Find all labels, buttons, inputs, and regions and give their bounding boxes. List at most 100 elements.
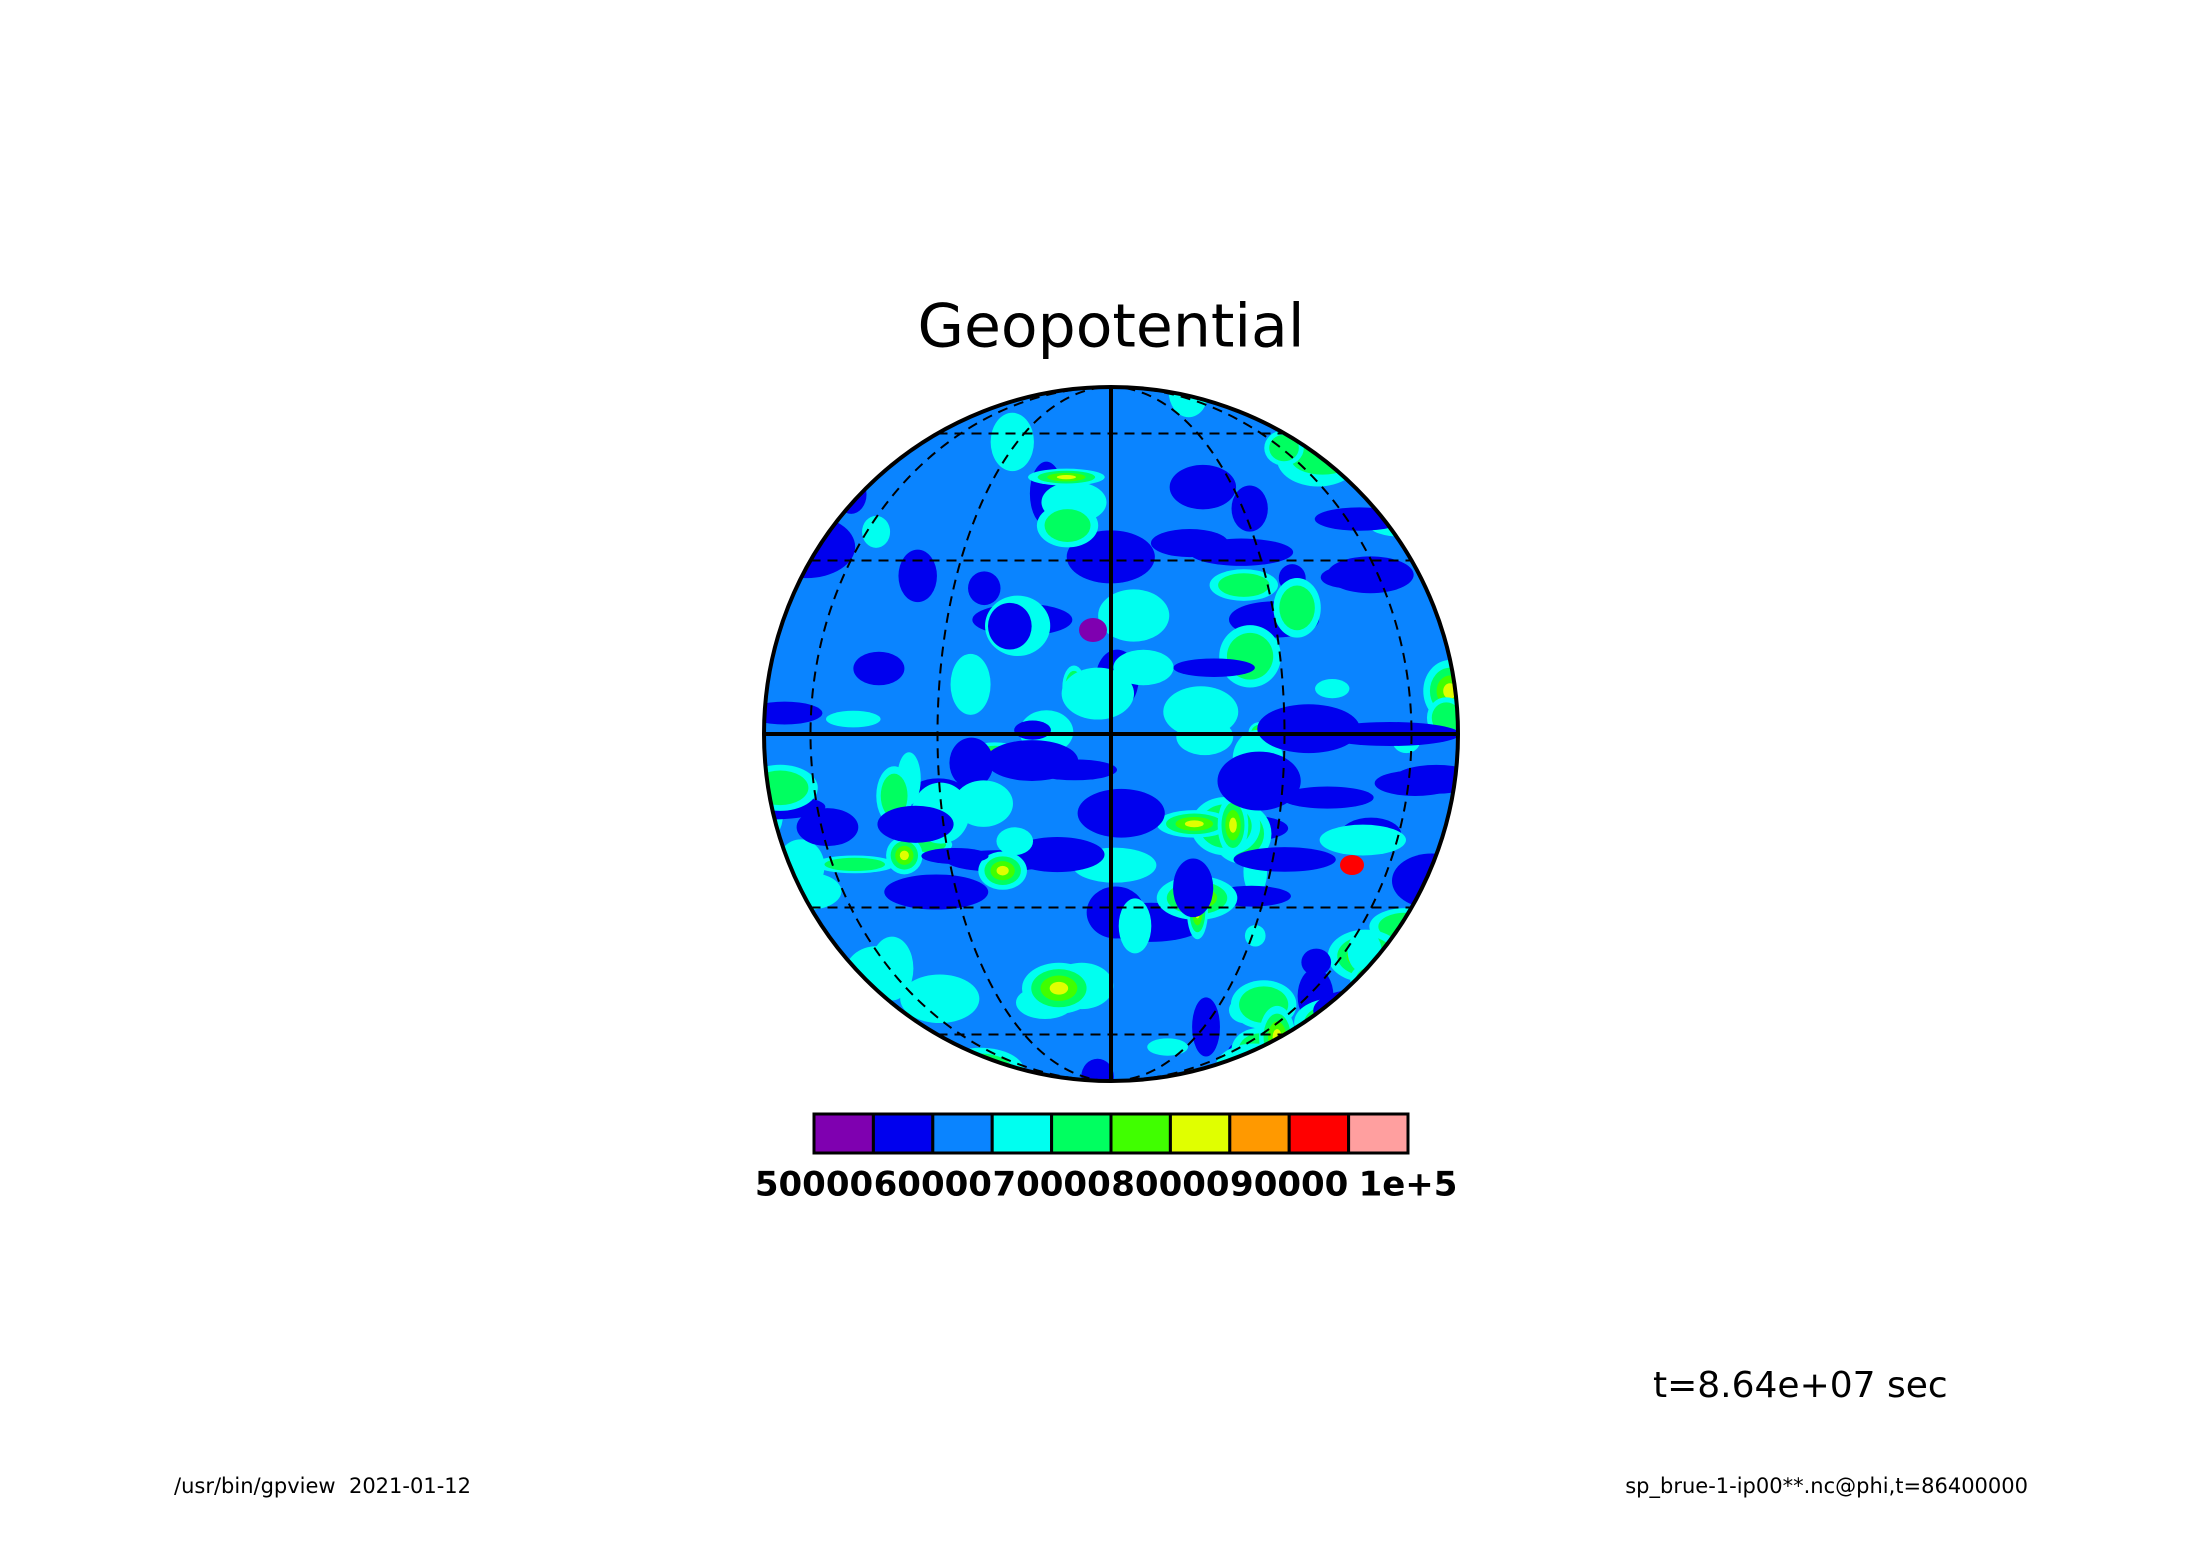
field-blob	[1356, 966, 1392, 992]
field-blob	[853, 651, 905, 686]
field-blob	[1032, 759, 1117, 781]
field-blob	[764, 770, 809, 806]
field-blob	[764, 387, 799, 402]
field-blob	[951, 1066, 981, 1081]
field-blob	[1049, 981, 1069, 995]
colorbar-tick-label: 80000	[1111, 1165, 1229, 1205]
field-blob	[1218, 573, 1270, 597]
field-blob	[1113, 649, 1174, 686]
field-blob	[1281, 786, 1374, 809]
field-blob	[1077, 788, 1165, 838]
colorbar-box	[1168, 1112, 1232, 1155]
field-blob	[1269, 434, 1299, 462]
colorbar-box	[812, 1112, 875, 1155]
field-blob	[1173, 658, 1255, 677]
field-blob	[950, 653, 991, 715]
field-blob	[764, 1012, 784, 1040]
field-blob	[1229, 817, 1237, 833]
field-blob	[1374, 1028, 1400, 1057]
field-blob	[1361, 1015, 1413, 1071]
colorbar-tick-label: 70000	[992, 1165, 1110, 1205]
colorbar-box	[990, 1112, 1054, 1155]
field-blob	[796, 808, 859, 847]
field-blob	[1056, 475, 1076, 480]
field-blob	[1306, 1049, 1417, 1081]
field-blob	[1389, 921, 1458, 965]
field-blob	[1368, 974, 1380, 983]
field-blob	[1231, 485, 1268, 532]
contour-field	[764, 387, 1458, 1081]
field-blob	[899, 850, 909, 861]
field-blob	[1357, 461, 1412, 478]
field-blob	[1098, 589, 1170, 642]
field-blob	[790, 416, 862, 439]
field-blob	[1384, 387, 1422, 406]
colorbar-tick-label: 50000	[755, 1165, 873, 1205]
colorbar: 50000 60000 70000 80000 90000 1e+5	[755, 1112, 1458, 1205]
field-blob	[764, 480, 834, 533]
field-blob	[1324, 1016, 1346, 1029]
field-blob	[764, 1052, 795, 1081]
field-blob	[1397, 937, 1412, 958]
field-blob	[1301, 948, 1332, 976]
field-blob	[1393, 932, 1415, 963]
field-blob	[870, 936, 914, 1001]
field-blob	[764, 896, 805, 935]
field-blob	[1362, 970, 1386, 988]
field-blob	[1371, 465, 1398, 474]
field-blob	[990, 412, 1034, 472]
field-blob	[1279, 585, 1315, 631]
field-blob	[1373, 978, 1434, 1023]
field-blob	[824, 857, 886, 872]
field-blob	[1313, 989, 1404, 1032]
footer-left: /usr/bin/gpview 2021-01-12	[174, 1474, 471, 1498]
field-blob	[987, 602, 1032, 650]
field-blob	[826, 710, 881, 728]
field-blob	[1315, 679, 1350, 699]
annotation: t=8.64e+07 sec	[1653, 1365, 1948, 1406]
field-blob	[1406, 1039, 1438, 1060]
field-blob	[877, 805, 954, 843]
field-blob	[862, 515, 891, 548]
field-blob	[1400, 942, 1408, 953]
field-blob	[1217, 751, 1301, 811]
field-blob	[968, 571, 1001, 606]
field-blob	[1014, 720, 1051, 740]
field-blob	[1079, 618, 1107, 642]
graticule	[762, 385, 1460, 1083]
colorbar-box	[931, 1112, 994, 1155]
field-blob	[1361, 975, 1458, 1006]
field-blob	[921, 847, 989, 865]
field-blob	[1169, 464, 1237, 510]
field-blob	[949, 737, 994, 789]
field-blob	[898, 549, 937, 603]
field-blob	[1340, 855, 1364, 875]
colorbar-box	[1287, 1112, 1351, 1155]
field-blob	[1173, 858, 1214, 918]
field-blob	[769, 956, 798, 985]
field-blob	[1320, 566, 1374, 589]
field-blob	[880, 773, 908, 818]
field-blob	[1150, 529, 1229, 558]
field-blob	[1147, 1038, 1189, 1056]
field-blob	[1061, 667, 1135, 720]
field-blob	[953, 780, 1013, 827]
field-blob	[1364, 463, 1405, 476]
field-blob	[900, 974, 980, 1024]
field-blob	[1081, 1058, 1114, 1081]
chart-title: Geopotential	[917, 292, 1304, 362]
field-blob	[1233, 847, 1336, 872]
colorbar-box	[1347, 1112, 1410, 1155]
field-blob	[1281, 1036, 1314, 1062]
colorbar-box	[871, 1112, 935, 1155]
field-blob	[1176, 718, 1234, 756]
field-blob	[764, 890, 812, 942]
colorbar-box	[1228, 1112, 1291, 1155]
footer-right: sp_brue-1-ip00**.nc@phi,t=86400000	[1625, 1474, 2028, 1499]
field-blob	[1184, 820, 1204, 828]
field-blob	[1380, 1035, 1394, 1050]
colorbar-box	[1050, 1112, 1113, 1155]
colorbar-tick-label: 1e+5	[1359, 1165, 1458, 1205]
field-blob	[1377, 467, 1392, 472]
